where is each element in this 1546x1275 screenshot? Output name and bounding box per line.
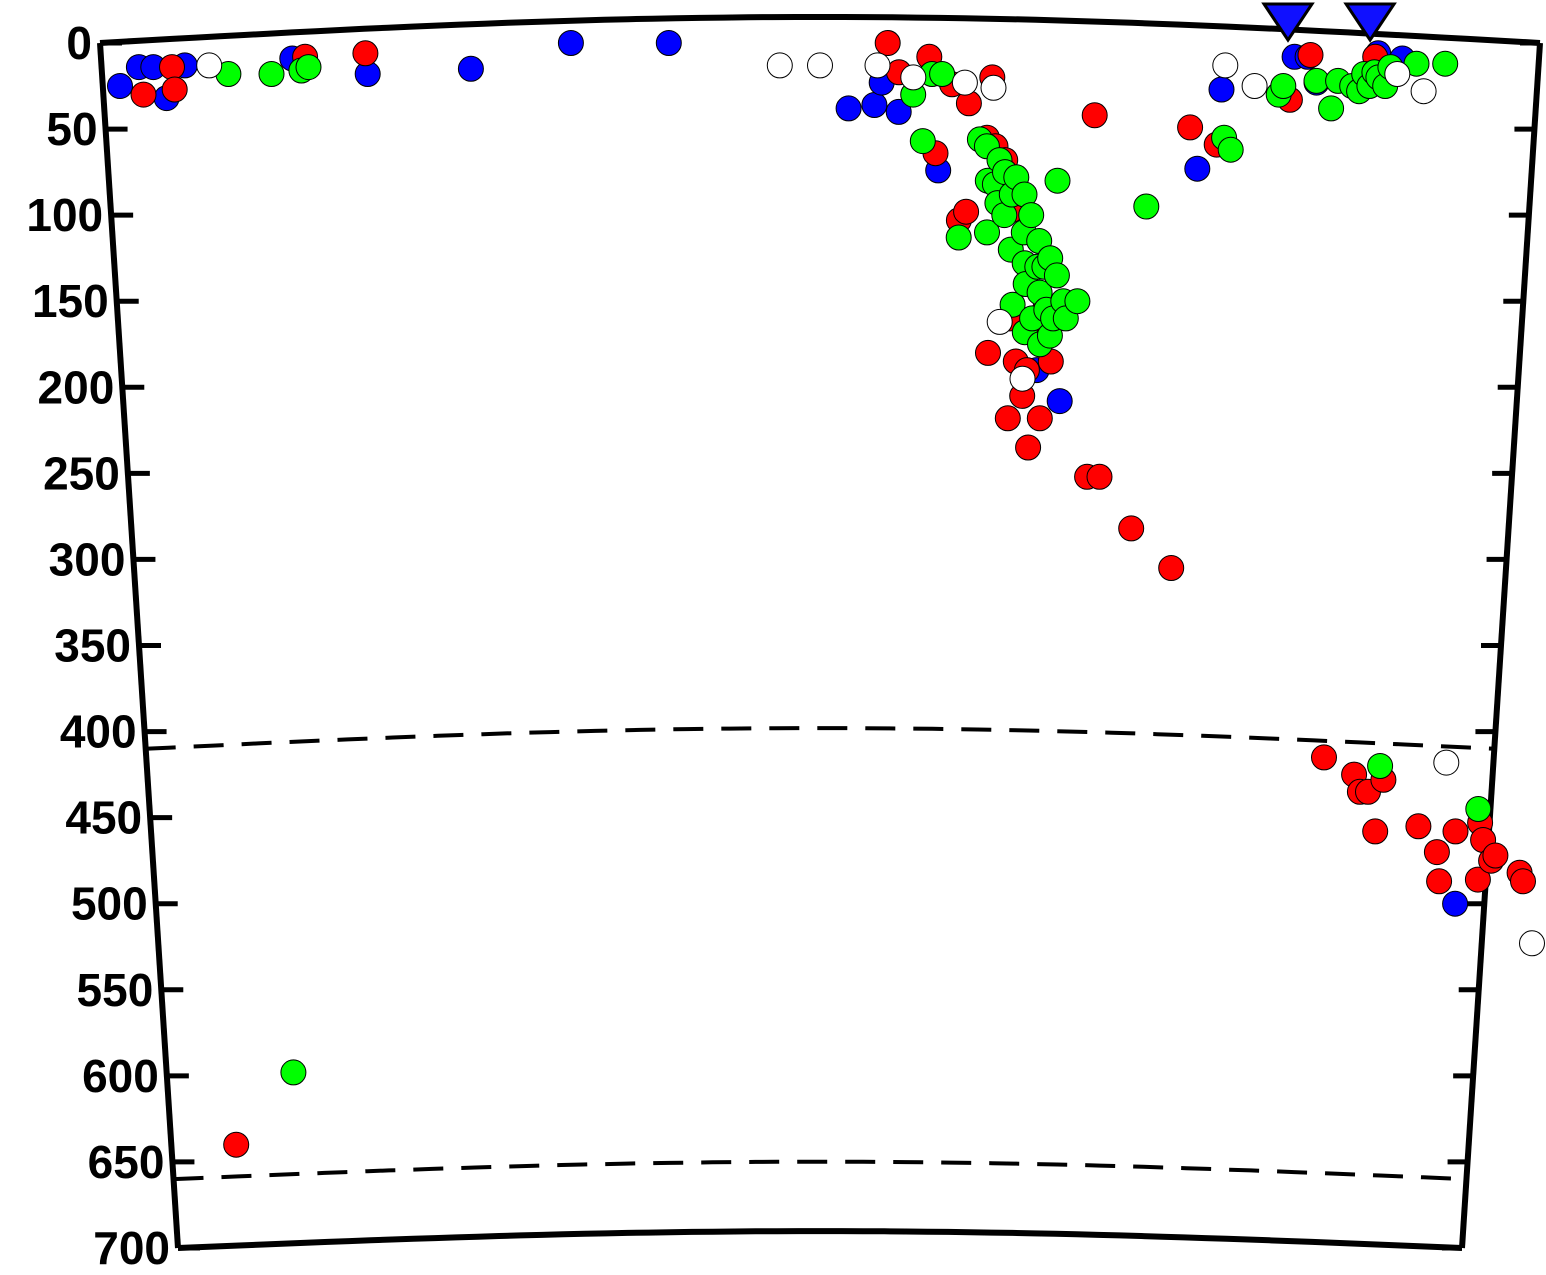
- dashed-discontinuity-660: [173, 1159, 1467, 1182]
- data-point-s3-7: [986, 308, 1013, 335]
- data-point-s3-11: [1384, 61, 1411, 87]
- station-triangle-1: [1343, 2, 1397, 43]
- data-point-s1-17: [975, 339, 1001, 366]
- data-point-s2-60: [1367, 753, 1394, 779]
- top-surface-line: [99, 14, 1541, 46]
- data-point-s2-12: [974, 219, 1000, 246]
- data-point-s0-13: [885, 98, 912, 125]
- data-point-s2-5: [909, 128, 936, 155]
- data-point-s2-45: [1217, 136, 1244, 163]
- data-point-s3-0: [196, 52, 223, 79]
- data-point-s2-42: [1064, 288, 1091, 315]
- data-point-s0-24: [1442, 890, 1469, 917]
- data-point-s0-7: [457, 55, 484, 82]
- y-axis-ticks: [100, 40, 1540, 1251]
- data-point-s1-53: [1482, 842, 1509, 869]
- hypocenter-points: [107, 30, 1545, 1158]
- data-point-s0-16: [1046, 388, 1073, 415]
- data-point-s2-38: [1043, 262, 1070, 289]
- y-tick-label-0: 0: [66, 17, 92, 69]
- data-point-s1-23: [1015, 434, 1042, 461]
- y-tick-label-200: 200: [38, 361, 115, 413]
- data-point-s3-4: [900, 64, 927, 91]
- data-point-s2-8: [945, 224, 972, 251]
- data-point-s2-62: [1465, 796, 1492, 822]
- data-point-s2-49: [1318, 95, 1345, 122]
- data-point-s1-2: [161, 76, 188, 103]
- data-point-s1-5: [874, 30, 901, 56]
- data-point-s1-37: [1297, 42, 1324, 68]
- data-point-s1-28: [1081, 102, 1108, 129]
- data-point-s1-47: [1426, 868, 1453, 895]
- data-point-s1-30: [1086, 463, 1113, 490]
- data-point-s3-9: [1212, 52, 1239, 79]
- data-point-s1-46: [1423, 839, 1450, 866]
- data-point-s1-0: [130, 81, 157, 108]
- y-tick-label-450: 450: [65, 792, 142, 844]
- data-point-s2-43: [1133, 193, 1160, 220]
- data-point-s3-10: [1241, 73, 1268, 99]
- data-point-s2-27: [1018, 202, 1045, 229]
- station-markers: [1261, 2, 1397, 43]
- data-point-s3-12: [1410, 78, 1437, 105]
- data-point-s1-56: [223, 1131, 250, 1158]
- bottom-boundary-line: [177, 1228, 1463, 1251]
- data-point-s1-50: [1464, 866, 1491, 893]
- y-axis-tick-labels: 0 50 100 150 200 250 300 350 400 450 500 550 600 650 7…: [26, 17, 170, 1274]
- y-tick-label-700: 700: [93, 1222, 170, 1274]
- data-point-s1-32: [1158, 555, 1185, 581]
- y-tick-label-400: 400: [60, 706, 137, 758]
- data-point-s2-1: [258, 61, 285, 87]
- data-point-s1-33: [1177, 114, 1204, 141]
- data-point-s2-47: [1270, 73, 1297, 99]
- y-tick-label-550: 550: [77, 964, 154, 1016]
- data-point-s2-61: [1432, 50, 1459, 77]
- data-point-s1-24: [1026, 405, 1053, 432]
- data-point-s3-1: [766, 52, 793, 79]
- y-tick-label-650: 650: [88, 1136, 165, 1188]
- data-point-s2-7: [929, 61, 956, 87]
- y-tick-label-600: 600: [82, 1050, 159, 1102]
- data-point-s3-13: [1433, 749, 1460, 776]
- reference-lines: [145, 726, 1495, 1182]
- data-point-s2-41: [1044, 167, 1071, 194]
- data-point-s2-3: [295, 54, 322, 81]
- data-point-s2-63: [280, 1059, 307, 1086]
- data-point-s0-8: [557, 30, 584, 56]
- data-point-s3-3: [864, 52, 891, 79]
- y-tick-label-250: 250: [43, 447, 120, 499]
- data-point-s3-5: [951, 69, 978, 96]
- data-point-s3-6: [980, 74, 1007, 101]
- data-point-s3-2: [807, 52, 833, 79]
- data-point-s1-55: [1510, 868, 1536, 895]
- data-point-s1-48: [1442, 818, 1469, 845]
- data-point-s0-9: [655, 30, 682, 56]
- data-point-s0-17: [1184, 155, 1211, 182]
- y-tick-label-150: 150: [32, 275, 109, 327]
- data-point-s1-4: [352, 40, 379, 67]
- data-point-s1-20: [994, 405, 1021, 432]
- data-point-s3-8: [1009, 365, 1036, 392]
- data-point-s0-18: [1208, 76, 1235, 103]
- y-tick-label-100: 100: [26, 189, 103, 241]
- y-tick-label-50: 50: [46, 103, 97, 155]
- y-tick-label-300: 300: [49, 533, 126, 585]
- data-point-s3-14: [1519, 930, 1545, 957]
- station-triangle-0: [1261, 2, 1315, 43]
- y-tick-label-350: 350: [54, 620, 131, 672]
- data-point-s0-0: [107, 73, 133, 99]
- section-frame: [97, 14, 1543, 1251]
- data-point-s1-43: [1362, 818, 1389, 845]
- data-point-s1-1: [159, 54, 185, 81]
- data-point-s1-45: [1405, 813, 1432, 840]
- data-point-s1-12: [953, 198, 980, 225]
- data-point-s1-39: [1311, 744, 1337, 771]
- data-point-s1-31: [1118, 515, 1145, 542]
- data-point-s0-10: [835, 95, 862, 122]
- y-tick-label-500: 500: [71, 878, 148, 930]
- dashed-discontinuity-410: [145, 726, 1495, 751]
- data-point-s0-11: [861, 92, 888, 118]
